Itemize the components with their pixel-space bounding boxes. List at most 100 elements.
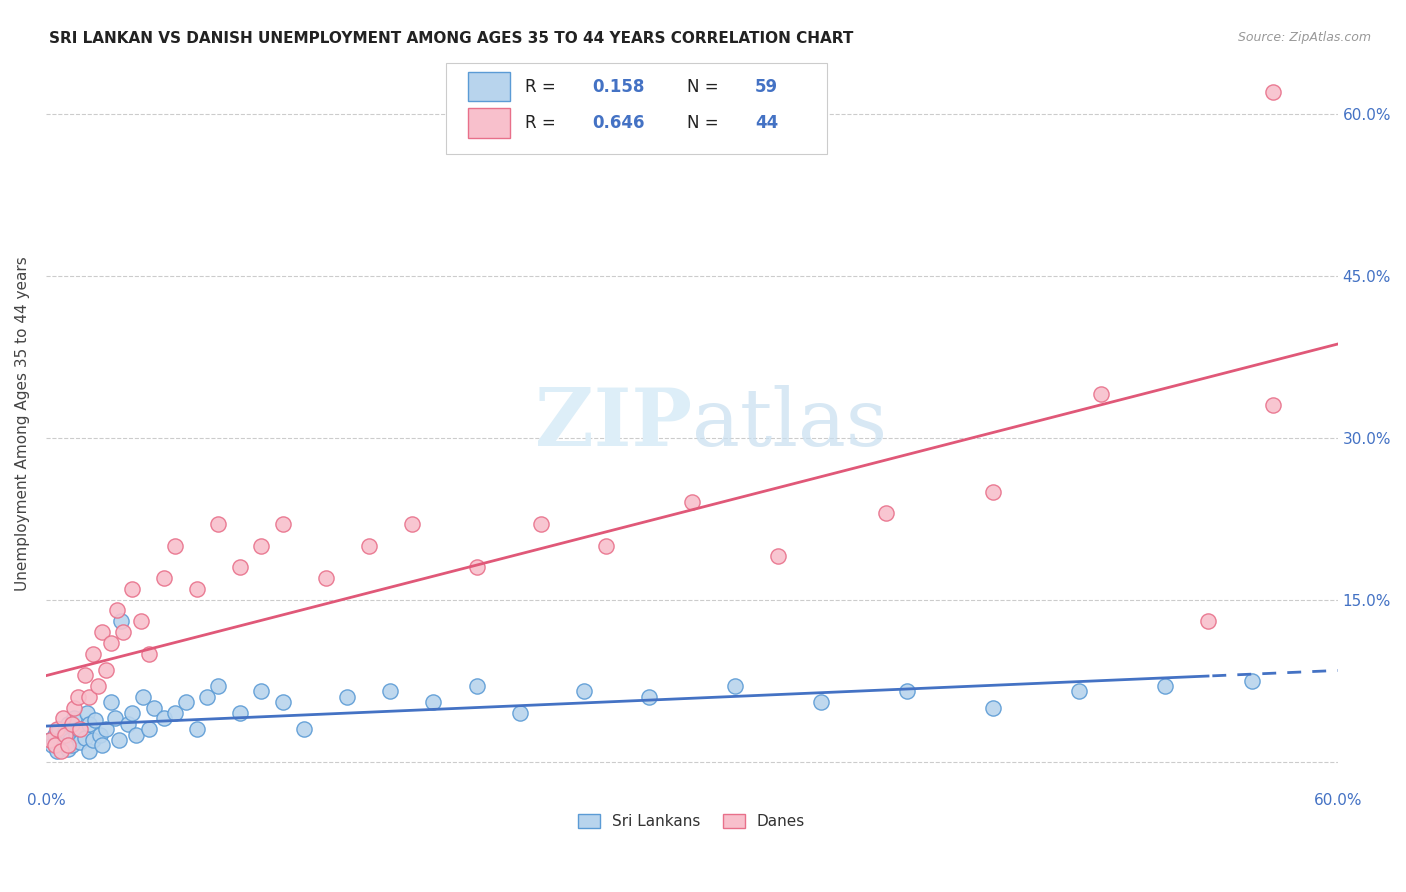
Point — [91, 739, 114, 753]
Point — [422, 695, 444, 709]
Point — [875, 506, 897, 520]
Point — [186, 722, 208, 736]
Point — [121, 582, 143, 596]
Text: R =: R = — [526, 114, 561, 132]
Point — [530, 516, 553, 531]
Point — [810, 695, 832, 709]
Point — [271, 516, 294, 531]
Point — [76, 706, 98, 720]
Point — [207, 679, 229, 693]
Point — [1261, 85, 1284, 99]
FancyBboxPatch shape — [468, 109, 510, 137]
Point — [509, 706, 531, 720]
Point — [60, 739, 83, 753]
Point — [465, 560, 488, 574]
Point — [896, 684, 918, 698]
Point — [572, 684, 595, 698]
Point — [53, 724, 76, 739]
Text: 59: 59 — [755, 78, 779, 95]
Point — [271, 695, 294, 709]
Point — [45, 744, 67, 758]
Point — [112, 624, 135, 639]
Point — [766, 549, 789, 564]
Point — [125, 727, 148, 741]
FancyBboxPatch shape — [446, 63, 827, 154]
Point — [228, 560, 250, 574]
Point — [82, 733, 104, 747]
Point — [138, 647, 160, 661]
Point — [96, 722, 118, 736]
Point — [724, 679, 747, 693]
Point — [315, 571, 337, 585]
Point — [380, 684, 402, 698]
Point — [108, 733, 131, 747]
Point — [100, 636, 122, 650]
Point — [69, 722, 91, 736]
Point — [637, 690, 659, 704]
Point — [165, 539, 187, 553]
Point — [129, 614, 152, 628]
Point — [96, 663, 118, 677]
Point — [84, 714, 107, 728]
Point — [465, 679, 488, 693]
Point — [49, 735, 72, 749]
Point — [292, 722, 315, 736]
Point — [86, 679, 108, 693]
Point — [1154, 679, 1177, 693]
Point — [56, 716, 79, 731]
Point — [59, 733, 82, 747]
Point — [52, 711, 75, 725]
Point — [681, 495, 703, 509]
Text: Source: ZipAtlas.com: Source: ZipAtlas.com — [1237, 31, 1371, 45]
Point — [73, 668, 96, 682]
Point — [91, 624, 114, 639]
Point — [595, 539, 617, 553]
Point — [69, 735, 91, 749]
Point — [1261, 398, 1284, 412]
Point — [1198, 614, 1220, 628]
Point — [77, 690, 100, 704]
Point — [100, 695, 122, 709]
Point — [45, 722, 67, 736]
Point — [39, 733, 62, 747]
Point — [60, 716, 83, 731]
Point — [56, 741, 79, 756]
Point — [153, 711, 176, 725]
Point — [250, 539, 273, 553]
Point — [250, 684, 273, 698]
Point — [49, 744, 72, 758]
Point — [121, 706, 143, 720]
Point — [228, 706, 250, 720]
Point — [1069, 684, 1091, 698]
Point — [174, 695, 197, 709]
Point — [52, 731, 75, 745]
Point — [142, 700, 165, 714]
Point — [153, 571, 176, 585]
Point — [207, 516, 229, 531]
Point — [186, 582, 208, 596]
Point — [981, 484, 1004, 499]
Point — [401, 516, 423, 531]
Point — [82, 647, 104, 661]
Point — [138, 722, 160, 736]
Point — [41, 739, 63, 753]
Point — [89, 727, 111, 741]
Text: N =: N = — [686, 114, 724, 132]
Point — [63, 700, 86, 714]
Point — [77, 716, 100, 731]
Legend: Sri Lankans, Danes: Sri Lankans, Danes — [572, 808, 811, 836]
Text: ZIP: ZIP — [534, 385, 692, 463]
Text: R =: R = — [526, 78, 561, 95]
Text: N =: N = — [686, 78, 724, 95]
Text: 0.646: 0.646 — [592, 114, 645, 132]
Point — [44, 727, 66, 741]
Point — [197, 690, 219, 704]
Point — [48, 722, 70, 736]
Point — [1090, 387, 1112, 401]
Point — [117, 716, 139, 731]
Text: 44: 44 — [755, 114, 779, 132]
Text: atlas: atlas — [692, 385, 887, 463]
Point — [56, 739, 79, 753]
Point — [1240, 673, 1263, 688]
Point — [65, 727, 87, 741]
